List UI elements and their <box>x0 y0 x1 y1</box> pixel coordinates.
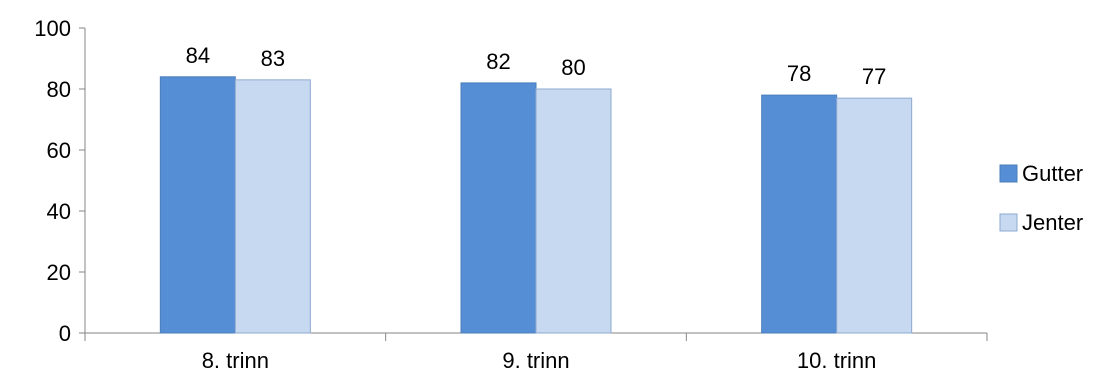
data-label: 83 <box>261 46 285 71</box>
bar-jenter-1 <box>234 79 311 334</box>
bar-jenter-2 <box>535 88 612 334</box>
y-tick-label: 80 <box>47 77 71 102</box>
y-tick-label: 0 <box>59 321 71 346</box>
legend: Gutter Jenter <box>999 161 1083 235</box>
data-label: 78 <box>787 61 811 86</box>
y-axis: 0 20 40 60 80 100 <box>34 16 86 346</box>
data-label: 84 <box>186 43 210 68</box>
data-label: 80 <box>561 55 585 80</box>
y-tick-label: 20 <box>47 260 71 285</box>
legend-swatch-gutter <box>999 164 1018 183</box>
bar-gutter-1 <box>159 76 236 334</box>
x-axis: 8. trinn 9. trinn 10. trinn <box>84 332 988 373</box>
x-tick-label: 8. trinn <box>202 348 269 373</box>
y-tick-label: 40 <box>47 199 71 224</box>
data-label: 77 <box>862 64 886 89</box>
x-tick-label: 9. trinn <box>502 348 569 373</box>
legend-label-jenter: Jenter <box>1022 210 1083 235</box>
y-tick-label: 100 <box>34 16 71 41</box>
bar-gutter-3 <box>761 94 838 334</box>
bars <box>159 76 913 334</box>
legend-swatch-jenter <box>999 213 1018 232</box>
data-label: 82 <box>486 49 510 74</box>
bar-jenter-3 <box>836 97 913 334</box>
data-labels: 84 83 82 80 78 77 <box>186 43 887 89</box>
y-tick-label: 60 <box>47 138 71 163</box>
legend-label-gutter: Gutter <box>1022 161 1083 186</box>
x-tick-label: 10. trinn <box>797 348 877 373</box>
bar-gutter-2 <box>460 82 537 334</box>
